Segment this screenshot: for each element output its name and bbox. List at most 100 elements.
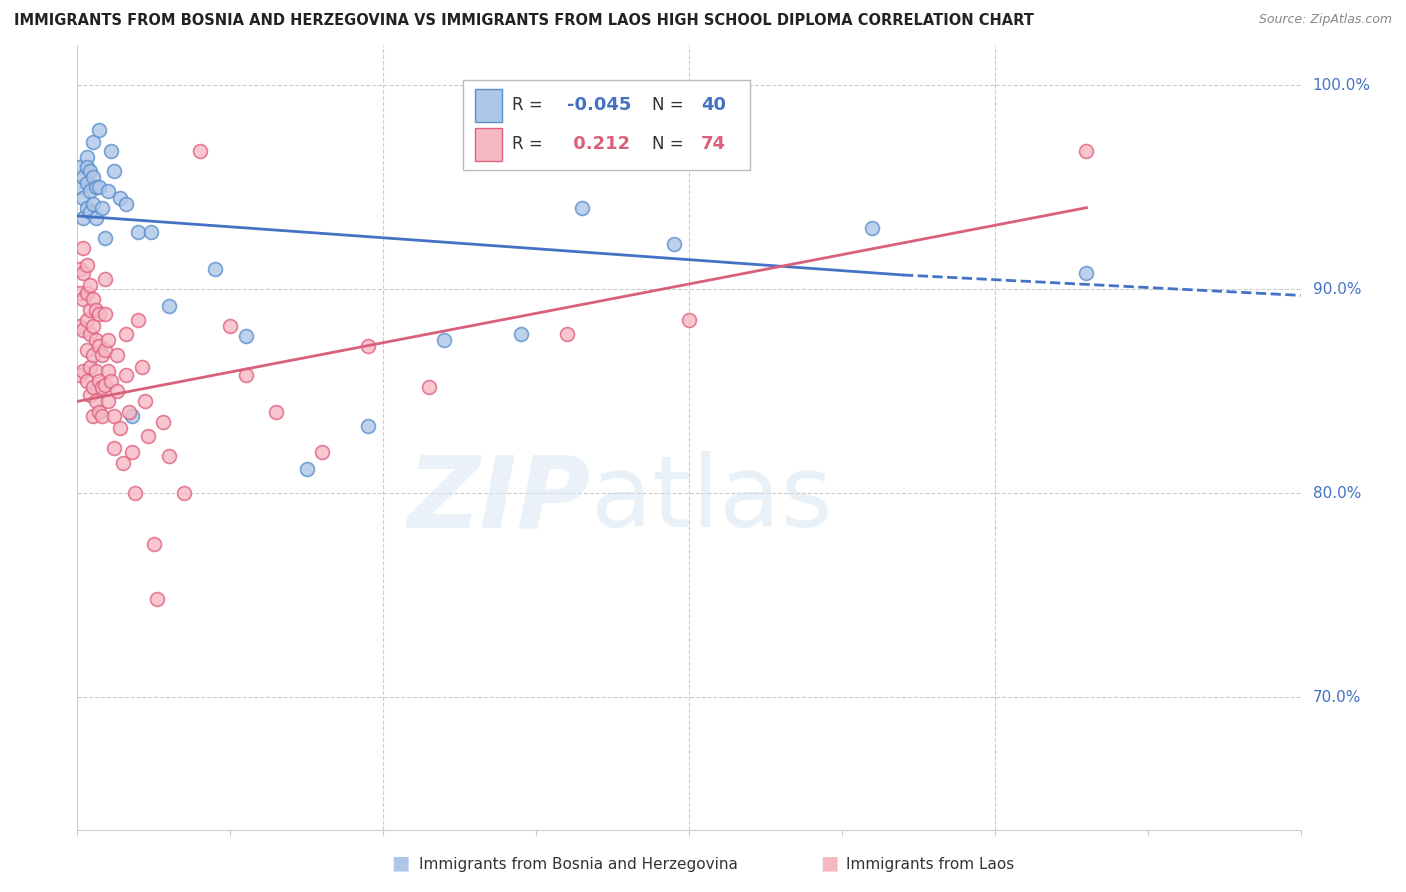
Point [152, 415, 174, 429]
Point [76, 313, 98, 327]
Point [219, 318, 242, 333]
Text: 74: 74 [702, 136, 725, 153]
Point [105, 347, 128, 361]
Point [82, 347, 104, 361]
Point [311, 445, 333, 459]
Point [124, 486, 146, 500]
Text: 0.212: 0.212 [567, 136, 630, 153]
Point [662, 237, 685, 252]
Point [97, 364, 120, 378]
Point [82, 196, 104, 211]
Point [94, 307, 117, 321]
Text: Immigrants from Laos: Immigrants from Laos [846, 857, 1015, 872]
Point [69, 261, 91, 276]
Point [82, 293, 104, 307]
Text: 80.0%: 80.0% [1313, 485, 1361, 500]
Point [188, 144, 211, 158]
Point [108, 421, 131, 435]
Point [173, 486, 195, 500]
Point [235, 368, 257, 382]
Text: N =: N = [652, 96, 683, 114]
Point [90, 409, 112, 423]
Point [82, 136, 104, 150]
Point [204, 261, 226, 276]
Point [127, 225, 149, 239]
Point [418, 380, 440, 394]
Point [146, 592, 169, 607]
Text: Immigrants from Bosnia and Herzegovina: Immigrants from Bosnia and Herzegovina [419, 857, 738, 872]
Point [139, 225, 162, 239]
Point [555, 327, 578, 342]
Point [79, 278, 101, 293]
Point [127, 313, 149, 327]
Point [862, 221, 884, 235]
Point [121, 409, 143, 423]
Point [115, 196, 138, 211]
Text: R =: R = [512, 136, 543, 153]
Point [357, 339, 380, 353]
Point [69, 286, 91, 301]
Point [433, 333, 456, 347]
Text: atlas: atlas [591, 451, 832, 549]
Point [82, 380, 104, 394]
Text: 90.0%: 90.0% [1313, 282, 1361, 297]
Point [157, 299, 180, 313]
Point [82, 318, 104, 333]
Point [87, 123, 110, 137]
Point [97, 394, 120, 409]
Point [103, 409, 125, 423]
Point [264, 404, 287, 418]
Point [79, 185, 101, 199]
Point [108, 190, 131, 204]
Text: R =: R = [512, 96, 543, 114]
Point [121, 445, 143, 459]
Point [87, 339, 110, 353]
Point [100, 374, 122, 388]
Point [69, 180, 91, 194]
Point [90, 201, 112, 215]
FancyBboxPatch shape [463, 80, 751, 170]
Point [134, 394, 156, 409]
Point [76, 343, 98, 358]
Text: 100.0%: 100.0% [1313, 78, 1371, 93]
Point [76, 374, 98, 388]
Text: N =: N = [652, 136, 683, 153]
Point [678, 313, 700, 327]
Point [84, 364, 107, 378]
Point [87, 180, 110, 194]
Text: 40: 40 [702, 96, 725, 114]
Text: ■: ■ [820, 854, 839, 872]
Point [357, 418, 380, 433]
Point [97, 333, 120, 347]
Point [72, 211, 94, 225]
Point [131, 359, 153, 374]
Point [79, 359, 101, 374]
Text: ZIP: ZIP [408, 451, 591, 549]
Point [72, 293, 94, 307]
Point [76, 160, 98, 174]
Text: -0.045: -0.045 [567, 96, 631, 114]
Point [79, 388, 101, 402]
Point [94, 272, 117, 286]
Point [69, 318, 91, 333]
Point [76, 286, 98, 301]
Point [79, 327, 101, 342]
Point [72, 323, 94, 337]
Point [295, 461, 318, 475]
Point [72, 242, 94, 256]
Point [118, 404, 141, 418]
Point [112, 456, 135, 470]
Point [76, 176, 98, 190]
Point [72, 170, 94, 185]
Point [84, 302, 107, 317]
Point [76, 201, 98, 215]
Point [82, 409, 104, 423]
Point [90, 347, 112, 361]
Point [84, 394, 107, 409]
Point [76, 258, 98, 272]
Text: Source: ZipAtlas.com: Source: ZipAtlas.com [1258, 13, 1392, 27]
Point [84, 333, 107, 347]
Point [115, 327, 138, 342]
Point [94, 231, 117, 245]
Point [136, 429, 159, 443]
